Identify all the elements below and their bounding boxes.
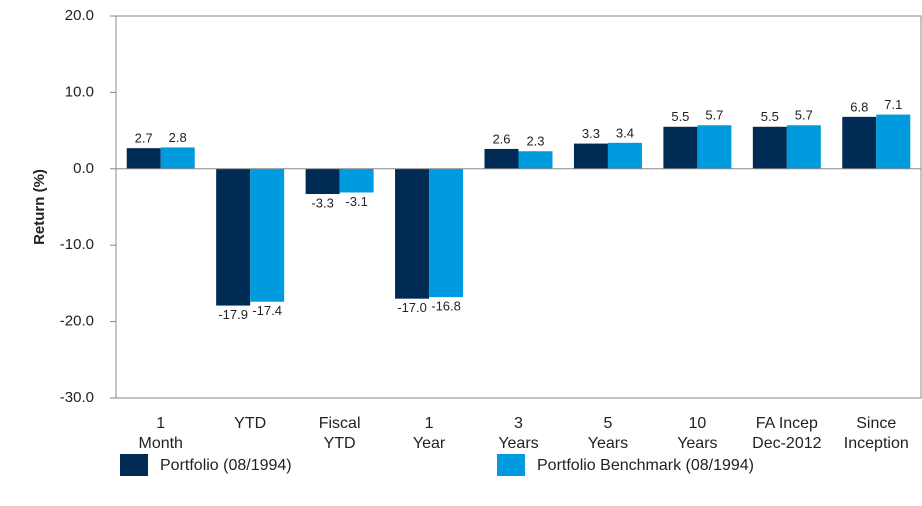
value-label: -17.4	[252, 303, 282, 318]
value-label: 5.5	[761, 109, 779, 124]
value-label: 3.4	[616, 125, 634, 140]
bar	[752, 126, 787, 169]
bar	[216, 168, 251, 306]
bar	[484, 148, 519, 169]
bar	[126, 148, 161, 169]
bar	[518, 151, 553, 169]
x-tick-label: 1 Month	[138, 415, 183, 452]
x-tick-label: FA Incep Dec-2012	[752, 415, 822, 452]
bar	[697, 125, 732, 169]
y-tick-label: 20.0	[65, 7, 94, 24]
bar	[160, 147, 195, 169]
legend-label: Portfolio Benchmark (08/1994)	[537, 457, 754, 474]
bar	[250, 168, 285, 302]
value-label: 3.3	[582, 126, 600, 141]
bar	[429, 168, 464, 298]
x-tick-label: 3 Years	[498, 415, 539, 452]
x-tick-label: YTD	[234, 415, 267, 432]
y-axis-title: Return (%)	[31, 169, 48, 245]
y-tick-label: 10.0	[65, 83, 94, 100]
bar	[876, 114, 911, 169]
value-label: 7.1	[884, 97, 902, 112]
plot-border	[115, 15, 922, 399]
bar	[607, 142, 642, 169]
x-tick-label: 1 Year	[412, 415, 446, 452]
x-tick-label: Since Inception	[843, 415, 909, 452]
value-label: 2.6	[492, 131, 510, 146]
value-label: 5.5	[671, 109, 689, 124]
y-tick-label: -20.0	[60, 313, 94, 330]
value-label: -17.0	[397, 300, 427, 315]
bar	[786, 125, 821, 169]
value-label: -3.1	[345, 194, 367, 209]
x-tick-label: 5 Years	[587, 415, 629, 452]
legend-swatch	[497, 454, 525, 476]
bar	[395, 168, 430, 299]
value-label: -3.3	[311, 195, 333, 210]
x-tick-label: 10 Years	[677, 415, 718, 452]
bar	[573, 143, 608, 169]
y-tick-label: -30.0	[60, 389, 94, 406]
bar	[842, 116, 877, 169]
legend-swatch	[120, 454, 148, 476]
value-label: 5.7	[795, 108, 813, 123]
value-label: -16.8	[431, 299, 461, 314]
bar	[305, 168, 340, 195]
bar	[663, 126, 698, 169]
value-label: 6.8	[850, 99, 868, 114]
x-tick-label: Fiscal YTD	[318, 415, 361, 452]
bar	[339, 168, 374, 193]
y-tick-label: 0.0	[73, 160, 94, 177]
value-label: 2.7	[135, 131, 153, 146]
y-tick-label: -10.0	[60, 236, 94, 253]
value-label: 5.7	[705, 108, 723, 123]
legend-label: Portfolio (08/1994)	[160, 457, 292, 474]
value-label: -17.9	[218, 307, 248, 322]
value-label: 2.8	[169, 130, 187, 145]
value-label: 2.3	[526, 134, 544, 149]
